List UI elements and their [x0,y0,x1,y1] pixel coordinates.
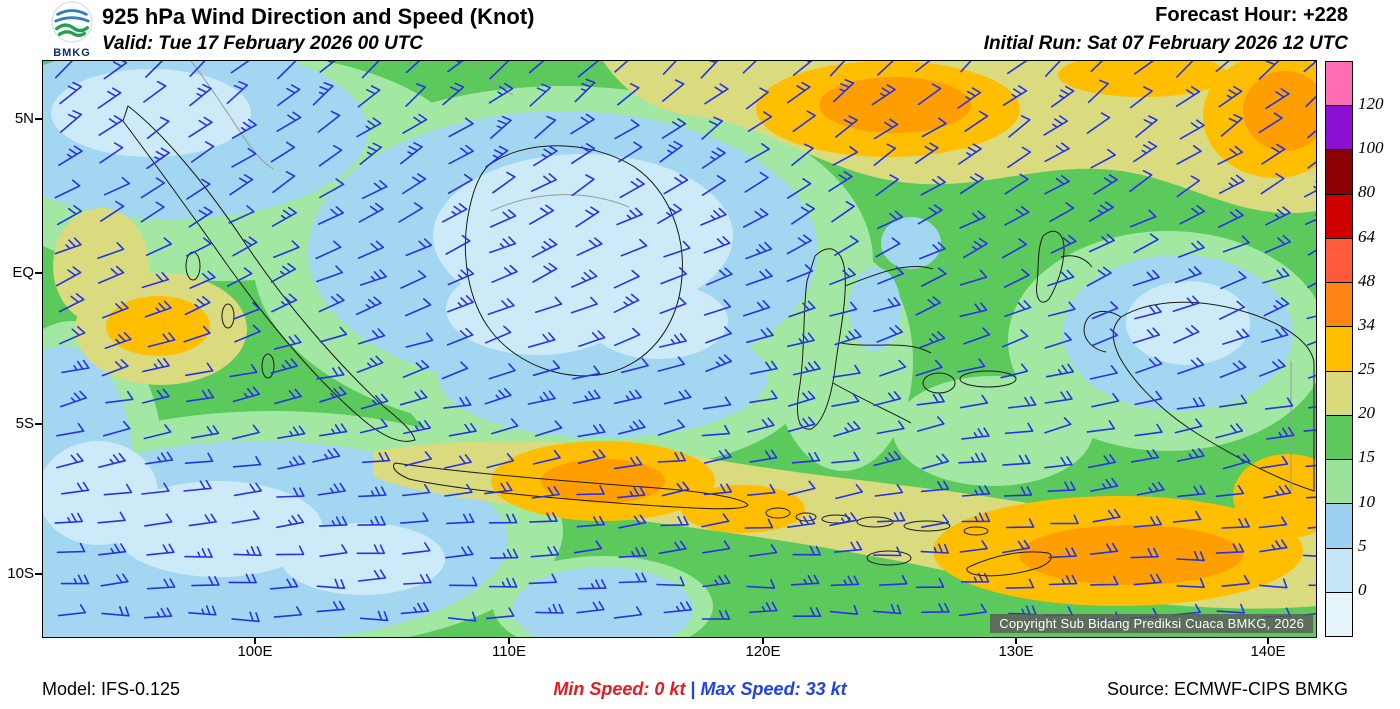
lon-axis-tick [1267,637,1269,644]
lat-label-10s: 10S [7,565,34,582]
bmkg-logo: BMKG [46,1,98,61]
colorbar-segment [1326,460,1352,505]
lon-label-130e: 130E [998,643,1034,660]
colorbar [1325,61,1353,637]
lat-axis-tick [35,118,42,120]
wind-barbs [54,61,1316,623]
colorbar-labels: 120 100 80 64 48 34 25 20 15 10 5 0 [1358,61,1400,635]
wind-speed-field [43,61,1316,637]
max-speed-value: 33 kt [805,679,847,699]
colorbar-label: 5 [1358,535,1367,555]
colorbar-segment [1326,592,1352,637]
lon-label-100e: 100E [237,643,273,660]
model-label: Model: IFS-0.125 [42,679,181,699]
colorbar-segment [1326,106,1352,151]
lon-label-120e: 120E [745,643,781,660]
colorbar-label: 48 [1358,270,1375,290]
colorbar-segment [1326,415,1352,461]
forecast-hour: Forecast Hour: +228 [1155,4,1348,26]
lat-label-5s: 5S [15,415,34,432]
speed-shading [43,61,1316,637]
lat-axis-tick [35,573,42,575]
colorbar-segment [1326,504,1352,549]
colorbar-segment [1326,283,1352,328]
bmkg-logo-icon [51,1,93,43]
valid-time: Valid: Tue 17 February 2026 00 UTC [102,33,424,54]
colorbar-label: 25 [1358,359,1375,379]
colorbar-label: 120 [1358,94,1384,114]
coastlines [122,105,1315,577]
colorbar-label: 15 [1358,447,1375,467]
min-speed-label: Min Speed: [553,679,650,699]
lat-axis-tick [35,272,42,274]
lon-axis-tick [254,637,256,644]
lat-axis-tick [35,423,42,425]
colorbar-label: 100 [1358,138,1384,158]
page-title: 925 hPa Wind Direction and Speed (Knot) [102,4,535,29]
lat-label-eq: EQ [12,264,34,281]
lon-axis-tick [1015,637,1017,644]
country-borders [190,61,1292,491]
colorbar-label: 0 [1358,579,1367,599]
colorbar-segment [1326,194,1352,239]
speed-summary: Min Speed: 0 kt | Max Speed: 33 kt [553,679,846,700]
colorbar-segment [1326,150,1352,195]
lon-axis-tick [762,637,764,644]
colorbar-label: 10 [1358,491,1375,511]
speed-separator: | [690,679,696,699]
min-speed-value: 0 kt [654,679,686,699]
lon-label-140e: 140E [1250,643,1286,660]
colorbar-segment [1326,371,1352,416]
colorbar-segment [1326,327,1352,372]
colorbar-segment [1326,548,1352,593]
colorbar-label: 34 [1358,314,1375,334]
source-label: Source: ECMWF-CIPS BMKG [1106,679,1348,699]
colorbar-label: 80 [1358,182,1375,202]
bmkg-logo-text: BMKG [53,47,91,59]
copyright-overlay: Copyright Sub Bidang Prediksi Cuaca BMKG… [990,614,1313,633]
lat-label-5n: 5N [14,110,34,127]
colorbar-label: 64 [1358,226,1375,246]
colorbar-label: 20 [1358,403,1375,423]
initial-run: Initial Run: Sat 07 February 2026 12 UTC [983,33,1348,54]
lon-axis-tick [508,637,510,644]
wind-map: Copyright Sub Bidang Prediksi Cuaca BMKG… [42,60,1317,638]
colorbar-segment [1326,62,1352,107]
colorbar-segment [1326,238,1352,284]
lon-label-110e: 110E [492,643,526,660]
max-speed-label: Max Speed: [700,679,801,699]
